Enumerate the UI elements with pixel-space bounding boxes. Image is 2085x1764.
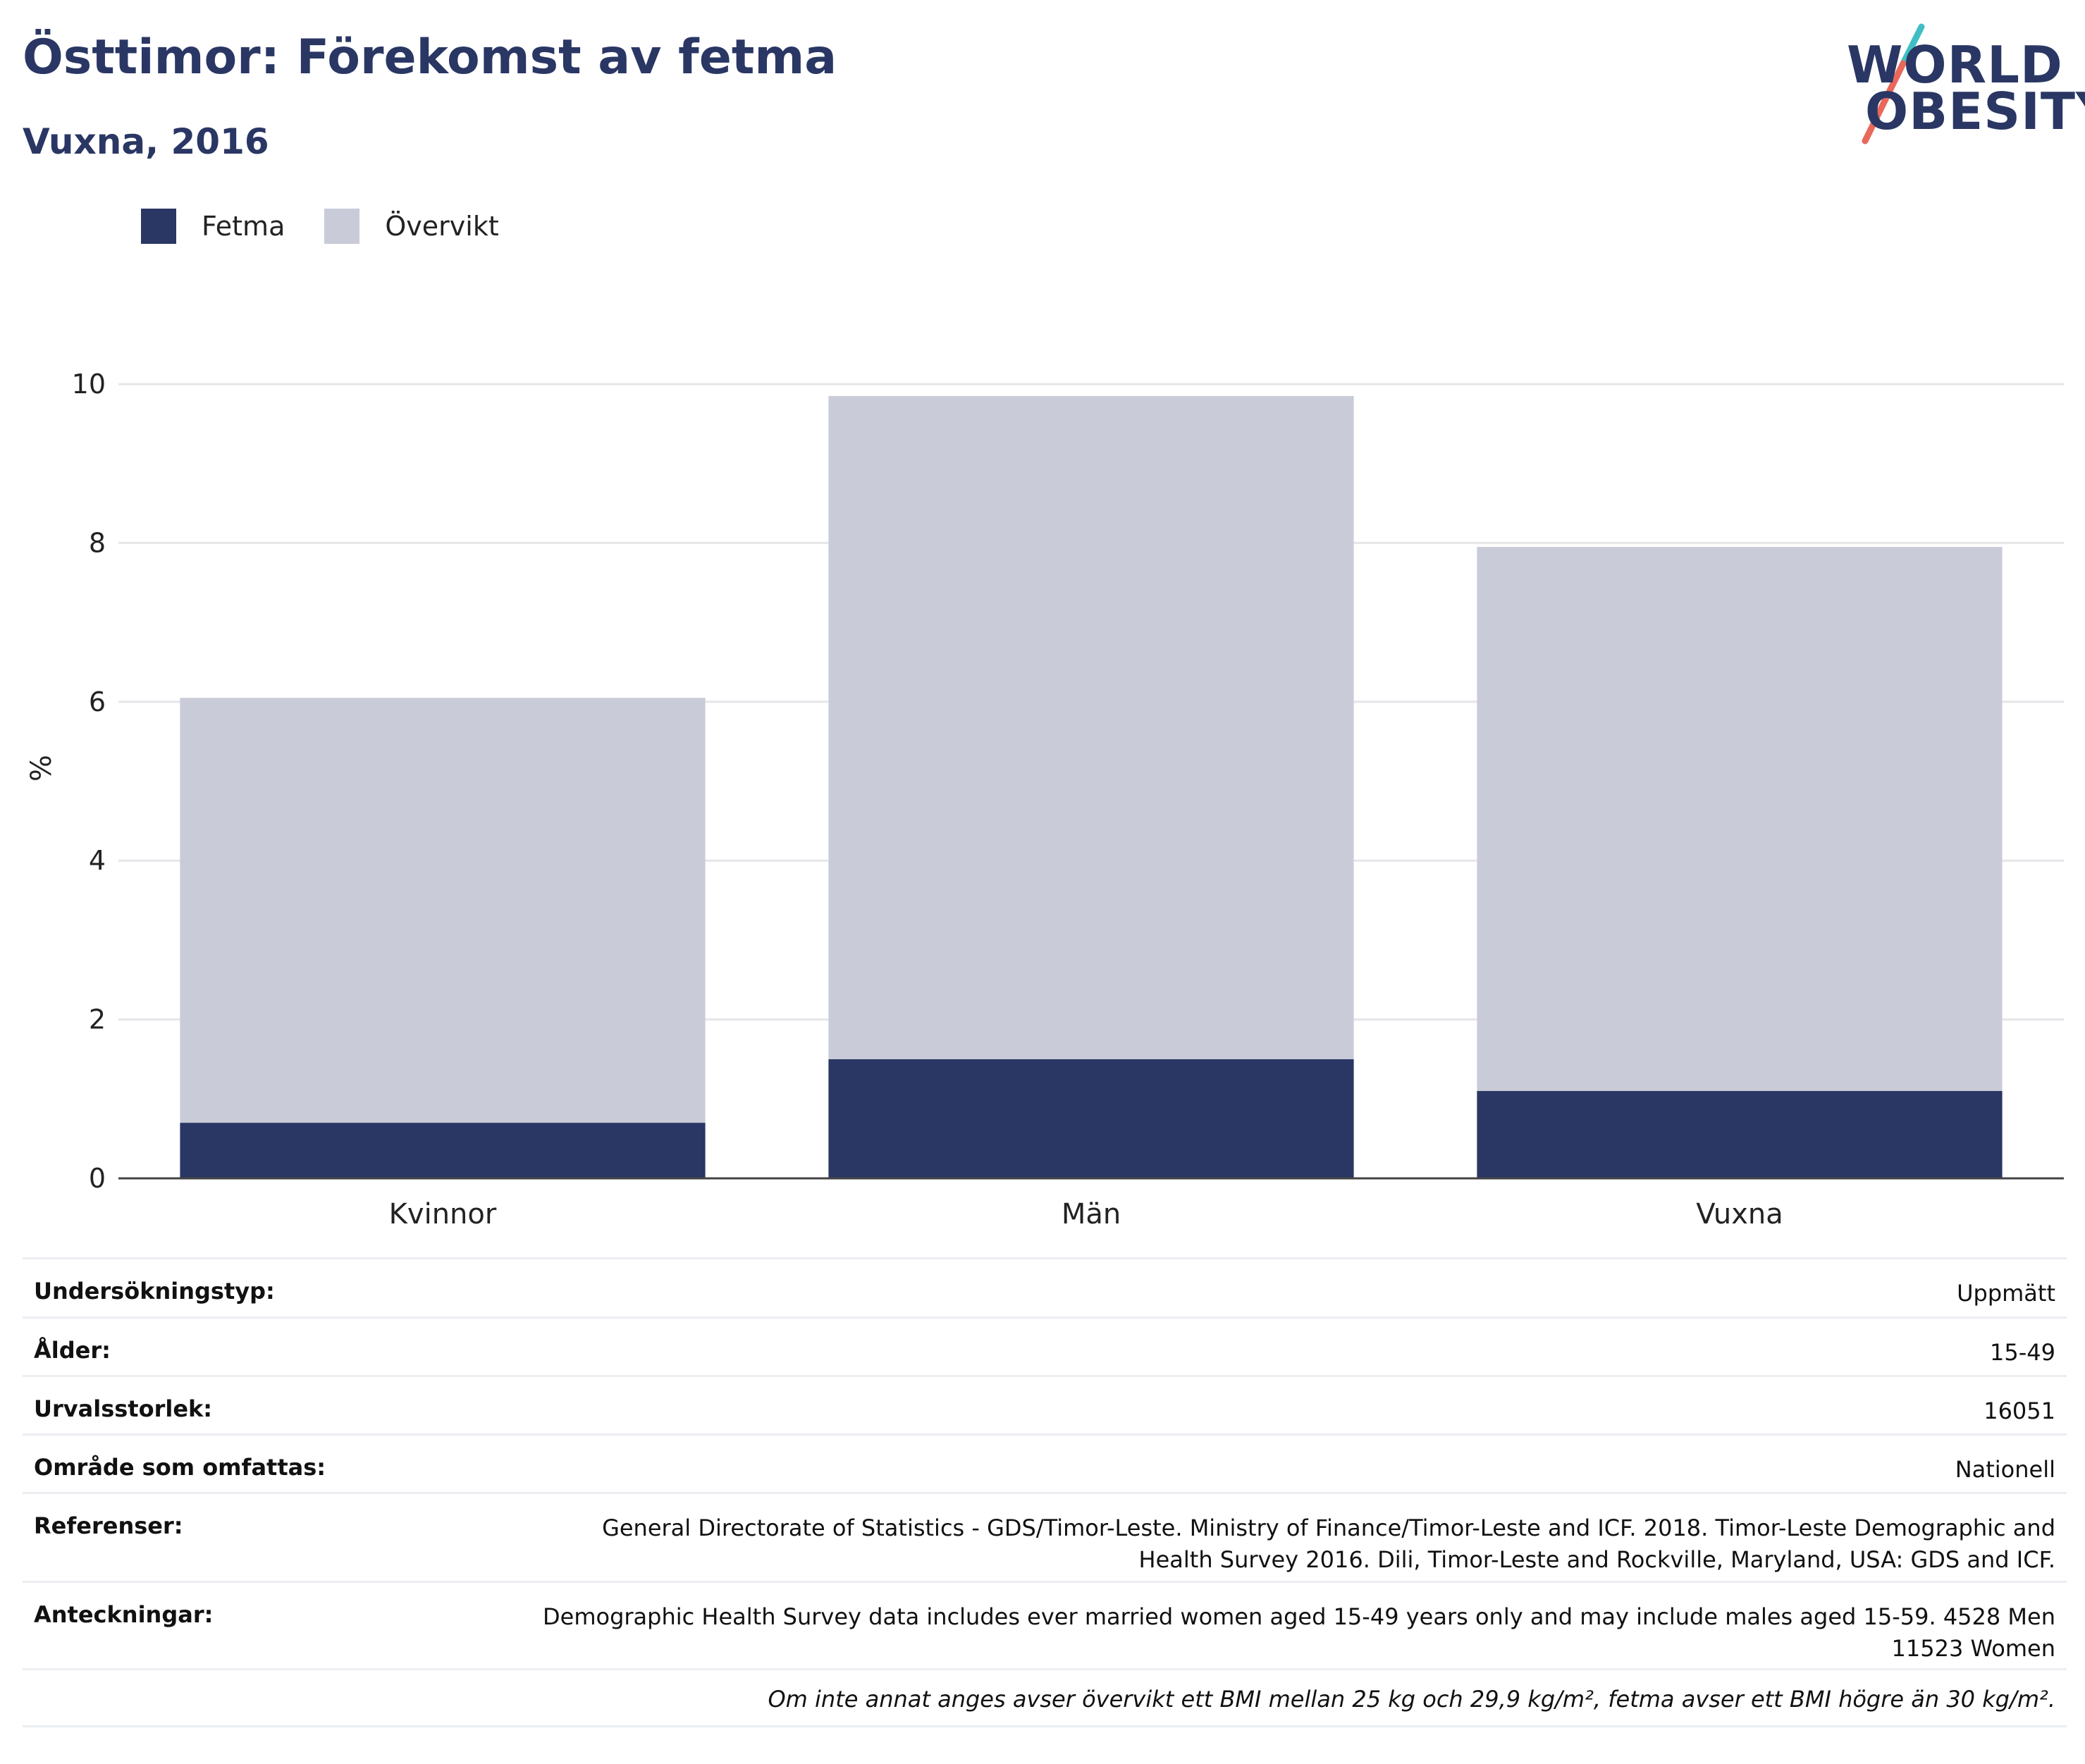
info-row-sample-size: Urvalsstorlek: 16051 [23, 1375, 2067, 1433]
y-axis-label: % [25, 755, 58, 782]
y-tick-label: 2 [89, 1004, 106, 1035]
legend-item-overvikt: Övervikt [324, 209, 499, 244]
bmi-definition-note: Om inte annat anges avser övervikt ett B… [23, 1668, 2067, 1727]
info-value: 15-49 [1990, 1339, 2055, 1366]
legend-label-overvikt: Övervikt [385, 211, 499, 242]
legend-swatch-overvikt [324, 209, 360, 244]
x-tick-label: Vuxna [1696, 1198, 1783, 1231]
info-label: Undersökningstyp: [34, 1278, 275, 1305]
bar-vervikt-2 [1477, 547, 2003, 1092]
bar-vervikt-0 [180, 698, 706, 1123]
info-value: Uppmätt [1957, 1280, 2055, 1307]
info-value: Nationell [1955, 1456, 2055, 1483]
y-tick-label: 6 [89, 686, 106, 717]
info-row-survey-type: Undersökningstyp: Uppmätt [23, 1257, 2067, 1316]
logo-line-world: WORLD [1847, 35, 2063, 94]
info-label: Område som omfattas: [34, 1454, 326, 1481]
survey-info-table: Undersökningstyp: Uppmätt Ålder: 15-49 U… [23, 1257, 2067, 1727]
legend-swatch-fetma [141, 209, 176, 244]
y-tick-label: 0 [89, 1163, 106, 1194]
x-tick-label: Kvinnor [389, 1198, 497, 1231]
legend-label-fetma: Fetma [202, 211, 285, 242]
info-label: Referenser: [34, 1512, 183, 1539]
stacked-bar-chart: 0 2 4 6 8 10 Kvinnor Män Vuxna % [25, 369, 2064, 1231]
bar-fetma-2 [1477, 1091, 2003, 1178]
chart-axes: 0 2 4 6 8 10 Kvinnor Män Vuxna [72, 369, 2064, 1231]
info-label: Ålder: [34, 1337, 111, 1364]
world-obesity-logo: WORLD OBESITY [1833, 21, 2085, 148]
info-label: Urvalsstorlek: [34, 1395, 213, 1422]
info-row-notes: Anteckningar: Demographic Health Survey … [23, 1581, 2067, 1668]
bar-vervikt-1 [828, 395, 1354, 1059]
chart-title: Östtimor: Förekomst av fetma [23, 30, 837, 85]
y-tick-label: 10 [72, 369, 106, 400]
info-row-coverage: Område som omfattas: Nationell [23, 1433, 2067, 1492]
logo-line-obesity: OBESITY [1865, 82, 2085, 141]
info-value: Demographic Health Survey data includes … [543, 1603, 2055, 1662]
x-tick-label: Män [1062, 1198, 1121, 1231]
info-value: 16051 [1983, 1398, 2055, 1424]
legend-item-fetma: Fetma [141, 209, 285, 244]
chart-bars [180, 395, 2003, 1178]
logo-slash-icon [1862, 23, 1925, 144]
bar-fetma-0 [180, 1123, 706, 1178]
chart-legend: Fetma Övervikt [141, 209, 539, 244]
info-row-references: Referenser: General Directorate of Stati… [23, 1492, 2067, 1581]
y-tick-label: 4 [89, 845, 106, 876]
info-value: General Directorate of Statistics - GDS/… [602, 1515, 2055, 1573]
y-tick-label: 8 [89, 527, 106, 558]
bar-fetma-1 [828, 1059, 1354, 1178]
chart-subtitle: Vuxna, 2016 [23, 121, 269, 162]
info-label: Anteckningar: [34, 1601, 214, 1628]
info-row-age: Ålder: 15-49 [23, 1316, 2067, 1375]
